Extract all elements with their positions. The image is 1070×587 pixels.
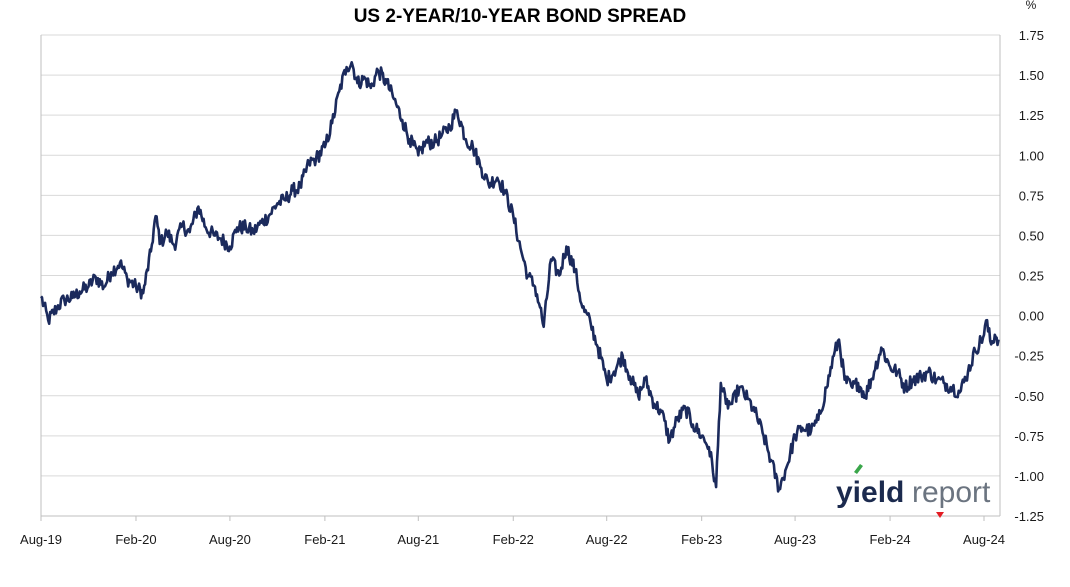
y-tick-label: -1.25 — [1014, 509, 1044, 524]
y-tick-label: 0.50 — [1019, 228, 1044, 243]
logo-triangle-mark — [936, 512, 944, 518]
y-tick-label: -0.50 — [1014, 389, 1044, 404]
x-tick-label: Feb-21 — [304, 532, 345, 547]
x-tick-label: Aug-21 — [397, 532, 439, 547]
yieldreport-logo: yield report — [836, 464, 991, 518]
y-tick-label: 0.75 — [1019, 188, 1044, 203]
y-tick-label: -0.75 — [1014, 429, 1044, 444]
y-tick-label: 1.25 — [1019, 108, 1044, 123]
x-tick-label: Feb-23 — [681, 532, 722, 547]
x-tick-label: Feb-22 — [493, 532, 534, 547]
axes — [40, 35, 1001, 517]
series-layer — [40, 61, 1000, 493]
y-axis-ticks: 1.75 1.50 1.25 1.00 0.75 0.50 0.25 0.00 -0.25 -0.… — [1014, 28, 1044, 524]
y-tick-label: 1.00 — [1019, 148, 1044, 163]
gridlines — [41, 34, 1000, 517]
x-tick-label: Feb-24 — [869, 532, 910, 547]
logo-leaf-mark — [854, 464, 863, 474]
y-axis-unit-label: % — [1026, 0, 1037, 12]
x-tick-label: Aug-19 — [20, 532, 62, 547]
x-tick-label: Aug-20 — [209, 532, 251, 547]
x-tick-label: Aug-24 — [963, 532, 1005, 547]
x-tick-label: Feb-20 — [115, 532, 156, 547]
logo-text-yield: yield — [836, 476, 904, 509]
y-tick-label: 1.50 — [1019, 68, 1044, 83]
x-tick-label: Aug-22 — [586, 532, 628, 547]
y-tick-label: -1.00 — [1014, 469, 1044, 484]
y-tick-label: 1.75 — [1019, 28, 1044, 43]
y-tick-label: 0.25 — [1019, 269, 1044, 284]
chart-title: US 2-YEAR/10-YEAR BOND SPREAD — [354, 6, 687, 27]
x-tick-label: Aug-23 — [774, 532, 816, 547]
y-tick-label: -0.25 — [1014, 349, 1044, 364]
x-axis-ticks: Aug-19 Feb-20 Aug-20 Feb-21 Aug-21 Feb-22 Aug-… — [20, 516, 1005, 547]
series-line-0 — [40, 61, 1000, 493]
y-tick-label: 0.00 — [1019, 309, 1044, 324]
logo-text-report: report — [912, 476, 991, 509]
